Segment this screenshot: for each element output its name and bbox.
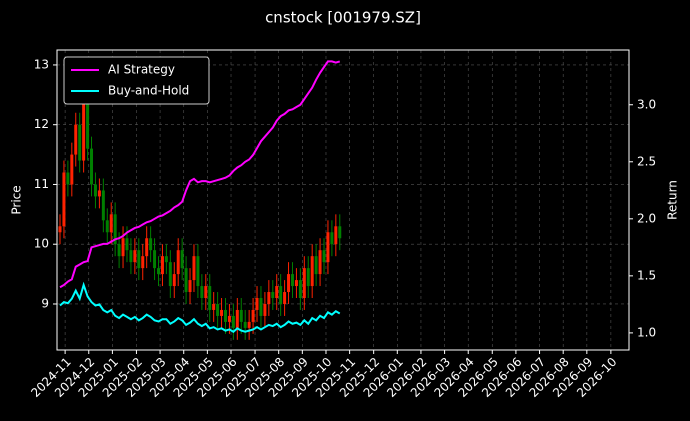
candle-body [326, 232, 330, 263]
candle-body [271, 292, 275, 299]
legend-box [63, 56, 210, 105]
candle-body [235, 309, 239, 328]
candle-body [259, 298, 263, 316]
candle-body [243, 321, 247, 328]
candle-body [157, 268, 161, 275]
candle-body [93, 184, 97, 197]
candle-body [302, 268, 306, 299]
candle-body [212, 303, 216, 310]
candle-body [90, 148, 94, 185]
candle-body [160, 256, 164, 275]
candle-body [125, 238, 129, 251]
candle-body [133, 250, 137, 263]
candle-body [298, 280, 302, 299]
y2-tick-label: 3.0 [637, 97, 656, 111]
candle-body [78, 124, 82, 161]
candle-body [247, 321, 251, 328]
chart-title: cnstock [001979.SZ] [265, 9, 421, 27]
candle-body [279, 286, 283, 304]
legend: AI Strategy Buy-and-Hold [63, 56, 210, 105]
candle-body [231, 315, 235, 328]
y-tick-label: 11 [34, 177, 49, 191]
y2-tick-label: 2.0 [637, 211, 656, 225]
candle-body [164, 256, 168, 263]
candle-body [322, 250, 326, 263]
series-line [59, 60, 341, 289]
y-axis-label: Price [10, 185, 24, 214]
candle-body [188, 280, 192, 293]
series-line [59, 281, 341, 333]
candle-body [66, 172, 70, 185]
candle-body [153, 250, 157, 269]
candle-body [121, 238, 125, 257]
candle-body [86, 94, 90, 149]
candle-body [105, 220, 109, 233]
candle-body [310, 256, 314, 287]
candle-body [180, 250, 184, 269]
y2-tick-label: 2.5 [637, 154, 656, 168]
candle-body [58, 226, 62, 233]
candle-body [290, 274, 294, 287]
candle-body [287, 274, 291, 293]
y-tick-label: 9 [41, 296, 49, 310]
candle-body [176, 250, 180, 275]
y2-axis-label: Return [666, 180, 680, 220]
candle-body [223, 309, 227, 322]
candle-body [220, 309, 224, 316]
candle-body [216, 303, 220, 316]
candle-body [70, 154, 74, 185]
candle-body [267, 292, 271, 304]
candle-body [184, 268, 188, 293]
candle-body [334, 226, 338, 245]
candle-body [62, 172, 66, 227]
candle-body [172, 274, 176, 287]
candle-body [113, 214, 117, 245]
candle-body [141, 256, 145, 269]
candle-body [204, 286, 208, 299]
candle-body [263, 303, 267, 316]
y-tick-label: 12 [34, 117, 49, 131]
plot-frame [56, 49, 630, 351]
y-tick-label: 13 [34, 57, 49, 71]
candle-body [251, 309, 255, 322]
y-tick-label: 10 [34, 237, 49, 251]
candle-body [168, 262, 172, 287]
candle-body [306, 268, 310, 287]
candle-body [145, 238, 149, 257]
candle-body [330, 232, 334, 245]
candle-body [227, 315, 231, 322]
candle-body [97, 190, 101, 197]
candle-body [129, 250, 133, 263]
candle-body [149, 238, 153, 251]
candle-body [200, 286, 204, 299]
candle-body [137, 250, 141, 269]
candle-body [196, 256, 200, 287]
candle-body [239, 309, 243, 322]
candle-body [117, 244, 121, 257]
candle-body [275, 286, 279, 299]
candle-body [101, 190, 105, 221]
candle-body [255, 298, 259, 310]
candle-body [82, 94, 86, 161]
candle-body [283, 292, 287, 304]
y2-tick-label: 1.0 [637, 325, 656, 339]
candle-body [314, 256, 318, 275]
candle-body [294, 280, 298, 287]
y2-tick-label: 1.5 [637, 268, 656, 282]
candle-body [192, 256, 196, 281]
candle-body [208, 286, 212, 310]
candle-body [74, 124, 78, 155]
legend-label: AI Strategy [108, 63, 175, 77]
candle-body [109, 214, 113, 233]
legend-label: Buy-and-Hold [108, 84, 189, 98]
candle-body [318, 250, 322, 275]
candle-body [338, 226, 342, 239]
